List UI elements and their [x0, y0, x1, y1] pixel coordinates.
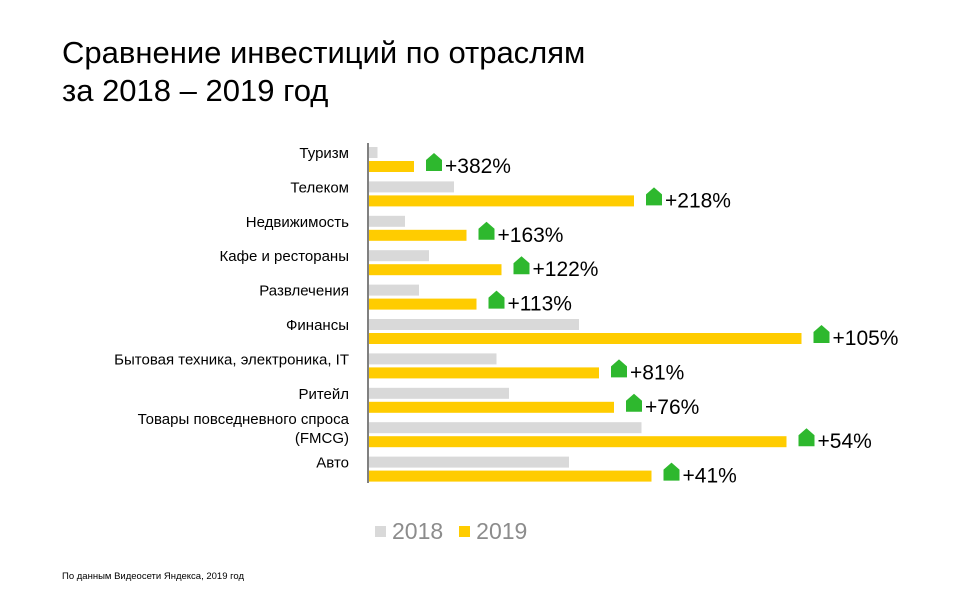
legend-label-2019: 2019: [476, 518, 528, 544]
growth-percent-label: +113%: [508, 293, 572, 316]
category-label: Ритейл: [298, 386, 349, 403]
legend-item-2019: 2019: [459, 518, 527, 545]
chart-legend: 2018 2019: [375, 518, 543, 545]
bar-2019: [369, 264, 502, 276]
chart-title-line-1: Сравнение инвестиций по отраслям: [62, 35, 586, 70]
category-label: Финансы: [286, 317, 349, 334]
bar-2019: [369, 436, 787, 448]
growth-percent-label: +54%: [818, 430, 872, 453]
bar-2018: [369, 147, 378, 158]
bar-2019: [369, 470, 652, 482]
bar-2019: [369, 195, 634, 207]
category-label: Авто: [316, 455, 349, 472]
growth-percent-label: +382%: [445, 155, 511, 178]
bar-2019: [369, 367, 599, 379]
bar-2019: [369, 333, 802, 344]
category-label: Бытовая техника, электроника, IT: [114, 351, 349, 368]
bar-2019: [369, 161, 414, 172]
bar-2018: [369, 422, 642, 434]
chart-title: Сравнение инвестиций по отраслям за 2018…: [62, 34, 822, 110]
growth-up-icon: [426, 153, 442, 171]
source-note: По данным Видеосети Яндекса, 2019 год: [62, 571, 244, 582]
legend-swatch-2019: [459, 526, 471, 537]
growth-percent-label: +122%: [533, 258, 599, 281]
growth-percent-label: +218%: [665, 189, 731, 212]
bar-2019: [369, 401, 614, 413]
growth-up-icon: [813, 325, 830, 343]
growth-percent-label: +76%: [645, 396, 699, 419]
growth-percent-label: +81%: [630, 361, 684, 384]
growth-up-icon: [488, 290, 505, 309]
bar-2018: [369, 250, 429, 262]
bar-2018: [369, 319, 579, 330]
legend-label-2018: 2018: [392, 518, 444, 544]
growth-up-icon: [663, 462, 680, 481]
growth-percent-label: +105%: [833, 327, 899, 350]
bar-2019: [369, 298, 477, 310]
bar-2018: [369, 387, 509, 399]
bar-2018: [369, 181, 454, 193]
category-label: Телеком: [290, 179, 349, 196]
growth-up-icon: [646, 187, 662, 206]
bar-2018: [369, 284, 419, 296]
category-label: Кафе и рестораны: [220, 248, 349, 265]
growth-percent-label: +163%: [498, 224, 564, 247]
bar-2018: [369, 353, 497, 365]
growth-up-icon: [626, 393, 642, 412]
bar-2018: [369, 215, 405, 227]
growth-percent-label: +41%: [683, 465, 737, 488]
category-label: Туризм: [299, 145, 349, 162]
growth-up-icon: [478, 221, 495, 240]
category-label: Недвижимость: [246, 214, 349, 231]
legend-swatch-2018: [375, 526, 386, 537]
category-label: Товары повседневного спроса (FMCG): [138, 411, 350, 447]
bar-2018: [369, 456, 569, 468]
legend-item-2018: 2018: [375, 518, 443, 545]
growth-up-icon: [611, 359, 627, 378]
category-label: Развлечения: [259, 283, 349, 300]
bar-2019: [369, 229, 467, 241]
growth-up-icon: [798, 428, 815, 447]
chart-title-line-2: за 2018 – 2019 год: [62, 73, 329, 108]
growth-up-icon: [513, 256, 530, 275]
